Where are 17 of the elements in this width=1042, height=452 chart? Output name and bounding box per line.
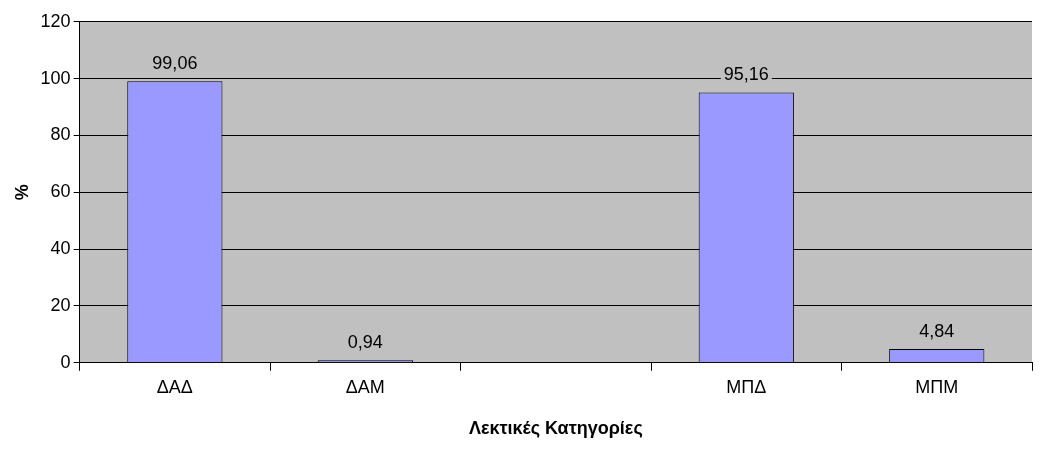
y-tick-label: 100 (40, 67, 71, 88)
x-tick-label: ΜΠΜ (915, 376, 959, 397)
x-tick-label: ΜΠΔ (726, 376, 767, 397)
data-label: 95,16 (723, 64, 769, 85)
y-tick-label: 0 (60, 351, 71, 372)
y-tick-label: 20 (50, 294, 71, 315)
data-label: 4,84 (919, 321, 955, 342)
y-axis-title: % (11, 184, 32, 201)
x-tick-label: ΔΑΜ (345, 376, 385, 397)
y-tick-label: 120 (40, 10, 71, 31)
data-label: 99,06 (152, 53, 198, 74)
y-tick-label: 80 (50, 124, 71, 145)
x-tick-label: ΔΑΔ (156, 376, 193, 397)
y-tick-label: 40 (50, 238, 71, 259)
x-axis-title: Λεκτικές Κατηγορίες (468, 418, 643, 439)
y-tick-label: 60 (50, 181, 71, 202)
data-label: 0,94 (347, 332, 383, 353)
